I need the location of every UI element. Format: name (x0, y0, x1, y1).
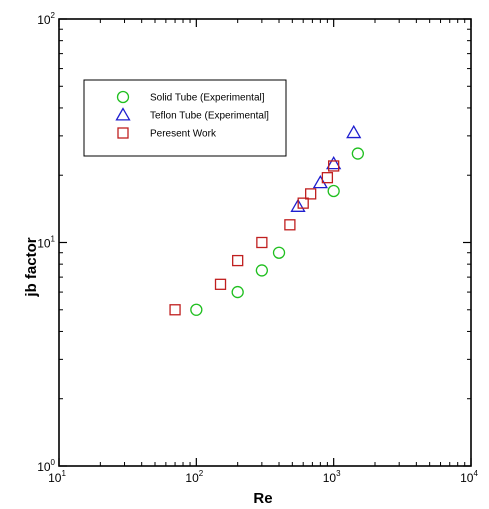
data-points (169, 124, 364, 316)
x-tick-label: 101 (48, 469, 66, 485)
square-marker (328, 160, 340, 172)
square-marker (297, 197, 309, 209)
circle-marker (272, 246, 286, 259)
square-marker (232, 254, 244, 267)
square-marker (284, 219, 296, 231)
circle-marker (327, 184, 340, 198)
x-tick-label: 103 (323, 469, 341, 485)
x-tick-label: 104 (460, 469, 478, 485)
circle-marker (255, 264, 269, 277)
legend-triangle-marker (115, 107, 131, 121)
circle-marker (190, 303, 203, 316)
triangle-marker (290, 198, 306, 212)
square-marker (214, 278, 227, 290)
triangle-marker (312, 174, 328, 189)
circle-marker (351, 147, 364, 160)
y-tick-label: 101 (37, 235, 55, 251)
x-axis-title: Re (253, 490, 272, 507)
legend: Solid Tube (Experimental] Teflon Tube (Ex… (83, 79, 287, 157)
y-tick-label: 100 (37, 458, 55, 474)
circle-marker (231, 285, 244, 299)
square-marker (321, 172, 334, 184)
legend-circle-marker (116, 90, 130, 104)
triangle-marker (326, 155, 342, 170)
legend-label: Solid Tube (Experimental] (150, 93, 265, 104)
triangle-marker (346, 124, 362, 139)
square-marker (169, 304, 181, 316)
y-axis-title: jb factor (23, 237, 40, 297)
square-marker (305, 188, 317, 200)
legend-label: Teflon Tube (Experimental] (150, 111, 269, 122)
y-tick-label: 102 (37, 11, 55, 27)
legend-label: Peresent Work (150, 129, 217, 140)
square-marker (256, 236, 268, 249)
legend-square-marker (117, 127, 129, 139)
x-tick-label: 102 (185, 469, 203, 485)
